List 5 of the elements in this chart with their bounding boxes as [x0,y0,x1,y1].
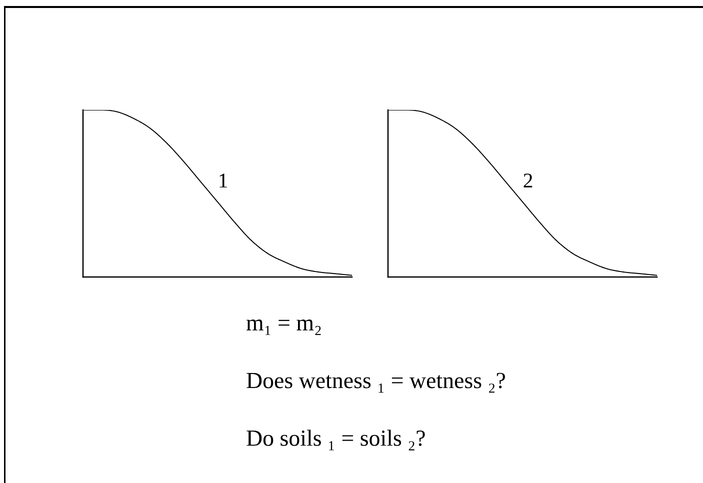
text: Does wetness ₁ = wetness ₂? [246,372,505,393]
text: Do soils ₁ = soils ₂? [246,430,425,450]
series-label: 2 [524,174,532,188]
series-label: 1 [220,174,228,188]
text: m₁ = m₂ [246,320,321,336]
